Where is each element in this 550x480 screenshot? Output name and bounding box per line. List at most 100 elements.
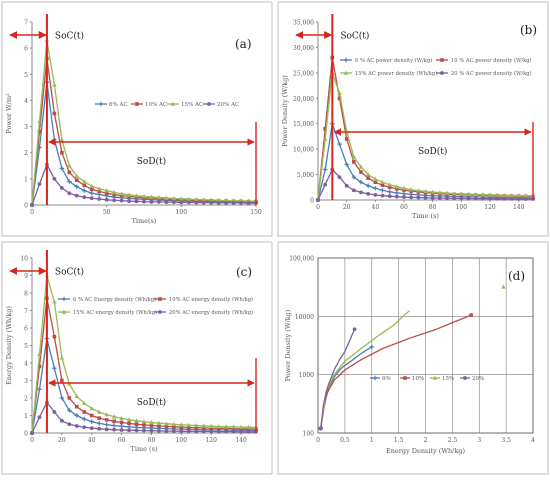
- data-point: [104, 191, 109, 196]
- data-point: [52, 82, 57, 87]
- data-point: [157, 199, 161, 204]
- data-point: [246, 424, 251, 430]
- data-point: [444, 190, 450, 195]
- data-point: [323, 182, 328, 187]
- x-tick-label: 100: [176, 437, 188, 444]
- legend-marker: [372, 375, 378, 381]
- data-point: [352, 327, 357, 332]
- data-point: [112, 427, 117, 432]
- data-point: [97, 409, 102, 414]
- y-tick-label: 10: [20, 256, 28, 263]
- data-point: [97, 421, 102, 426]
- legend-label: 15% AC power density (Wh/kg): [355, 70, 437, 77]
- data-point: [104, 188, 109, 193]
- panel-a: 0 1 2 3 4 5 6 7 0 50 100 150 Time(s) Power W/m² SoC(t)…: [1, 1, 273, 237]
- y-tick-label: 20,000: [293, 96, 314, 103]
- data-point: [67, 191, 72, 196]
- data-point: [89, 413, 94, 418]
- x-tick-label: 0: [316, 437, 320, 444]
- data-point: [74, 173, 79, 179]
- y-tick-label: 5: [24, 343, 28, 350]
- data-point: [246, 201, 251, 206]
- data-point: [89, 406, 94, 411]
- data-point: [111, 423, 117, 428]
- data-point: [223, 424, 229, 429]
- data-point: [82, 410, 87, 414]
- x-tick-label: 80: [429, 204, 437, 211]
- data-point: [337, 90, 342, 95]
- data-point: [352, 160, 356, 164]
- data-point: [82, 195, 87, 200]
- y-tick-label: 4: [24, 361, 28, 368]
- data-point: [318, 426, 323, 431]
- data-point: [89, 419, 94, 424]
- data-point: [380, 179, 385, 184]
- data-point: [127, 199, 131, 203]
- data-point: [473, 192, 478, 197]
- data-point: [75, 404, 79, 409]
- legend-label: 15% AC energy density (Wh/kg): [73, 309, 157, 316]
- data-point: [149, 194, 154, 199]
- data-point: [430, 196, 435, 200]
- data-point: [373, 186, 378, 191]
- data-point: [365, 183, 371, 188]
- data-point: [387, 182, 392, 187]
- soc-label: SoC(t): [55, 31, 84, 42]
- data-point: [171, 429, 176, 433]
- data-point: [201, 197, 206, 202]
- data-point: [67, 396, 72, 400]
- data-point: [469, 313, 473, 317]
- x-tick-label: 0: [30, 209, 34, 216]
- x-tick-label: 100: [456, 204, 468, 211]
- y-tick-label: 100,000: [289, 256, 314, 263]
- x-tick-label: 60: [400, 204, 408, 211]
- y-tick-label: 6: [24, 46, 28, 53]
- y-tick-label: 0: [24, 431, 28, 438]
- data-point: [37, 130, 42, 134]
- data-point: [179, 196, 184, 201]
- legend-marker: [440, 58, 444, 62]
- data-point: [416, 195, 421, 200]
- data-point: [111, 414, 117, 419]
- y-tick-label: 7: [24, 20, 28, 27]
- data-point: [186, 196, 191, 202]
- data-point: [387, 185, 392, 190]
- x-tick-label: 0: [30, 437, 34, 444]
- data-point: [142, 428, 146, 433]
- x-axis-label: Time (s): [131, 445, 158, 453]
- data-point: [430, 189, 435, 194]
- data-point: [187, 425, 191, 430]
- data-point: [60, 378, 64, 383]
- x-tick-label: 3: [477, 437, 481, 444]
- data-point: [172, 424, 176, 429]
- data-point: [37, 118, 42, 124]
- data-point: [373, 193, 378, 197]
- data-point: [238, 424, 244, 429]
- data-point: [82, 183, 87, 188]
- data-point: [209, 429, 214, 434]
- data-point: [119, 191, 124, 196]
- data-point: [164, 429, 169, 433]
- data-point: [82, 179, 87, 184]
- y-tick-label: 5: [24, 72, 28, 79]
- data-point: [466, 196, 471, 201]
- data-point: [82, 416, 87, 422]
- legend-label: 15%: [442, 376, 454, 382]
- legend-label: 10% AC energy density (Wh/kg): [169, 296, 253, 303]
- legend-label: 6%: [382, 376, 391, 382]
- data-point: [59, 186, 64, 190]
- data-point: [194, 423, 199, 428]
- data-point: [231, 201, 236, 205]
- data-point: [495, 196, 500, 201]
- data-point: [366, 176, 370, 180]
- data-point: [209, 426, 213, 430]
- data-point: [134, 422, 139, 427]
- panel-d: 0 0.5 1 1.5 2 2.5 3 3.5 4 100 1000 10000 100,000 Ener…: [277, 241, 549, 475]
- data-point: [351, 174, 357, 180]
- series-line-20: [320, 329, 356, 429]
- y-tick-label: 2: [24, 396, 28, 403]
- data-point: [466, 191, 471, 196]
- legend-marker: [463, 376, 467, 380]
- data-point: [89, 183, 94, 188]
- data-point: [480, 196, 485, 201]
